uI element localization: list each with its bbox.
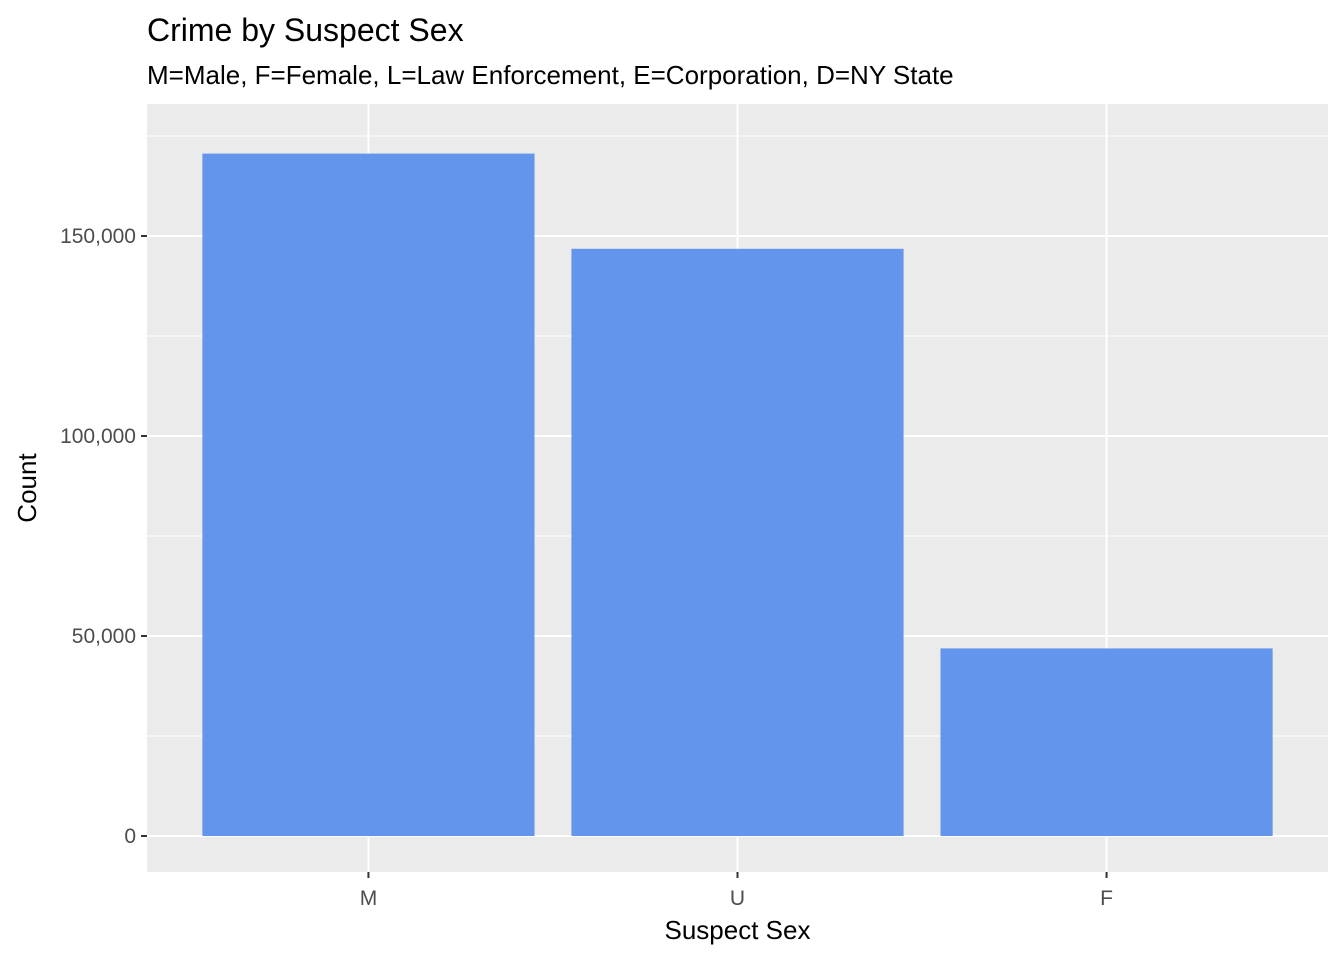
y-tick-label: 100,000 [60,425,136,448]
x-tick-label: M [360,887,378,910]
x-axis-title: Suspect Sex [665,915,811,945]
bar-F [940,648,1273,836]
chart-title: Crime by Suspect Sex [147,12,464,48]
y-tick-label: 50,000 [72,625,136,648]
y-tick-label: 0 [124,825,136,848]
bar-M [202,153,535,837]
x-tick-label: F [1100,887,1113,910]
y-tick-label: 150,000 [60,225,136,248]
axes: 0 50,000 100,000 150,000 M U F [60,225,1113,910]
chart-subtitle: M=Male, F=Female, L=Law Enforcement, E=C… [147,60,954,90]
x-tick-label: U [730,887,745,910]
bars [202,153,1273,837]
y-axis-title: Count [12,453,42,523]
bar-U [571,248,904,837]
